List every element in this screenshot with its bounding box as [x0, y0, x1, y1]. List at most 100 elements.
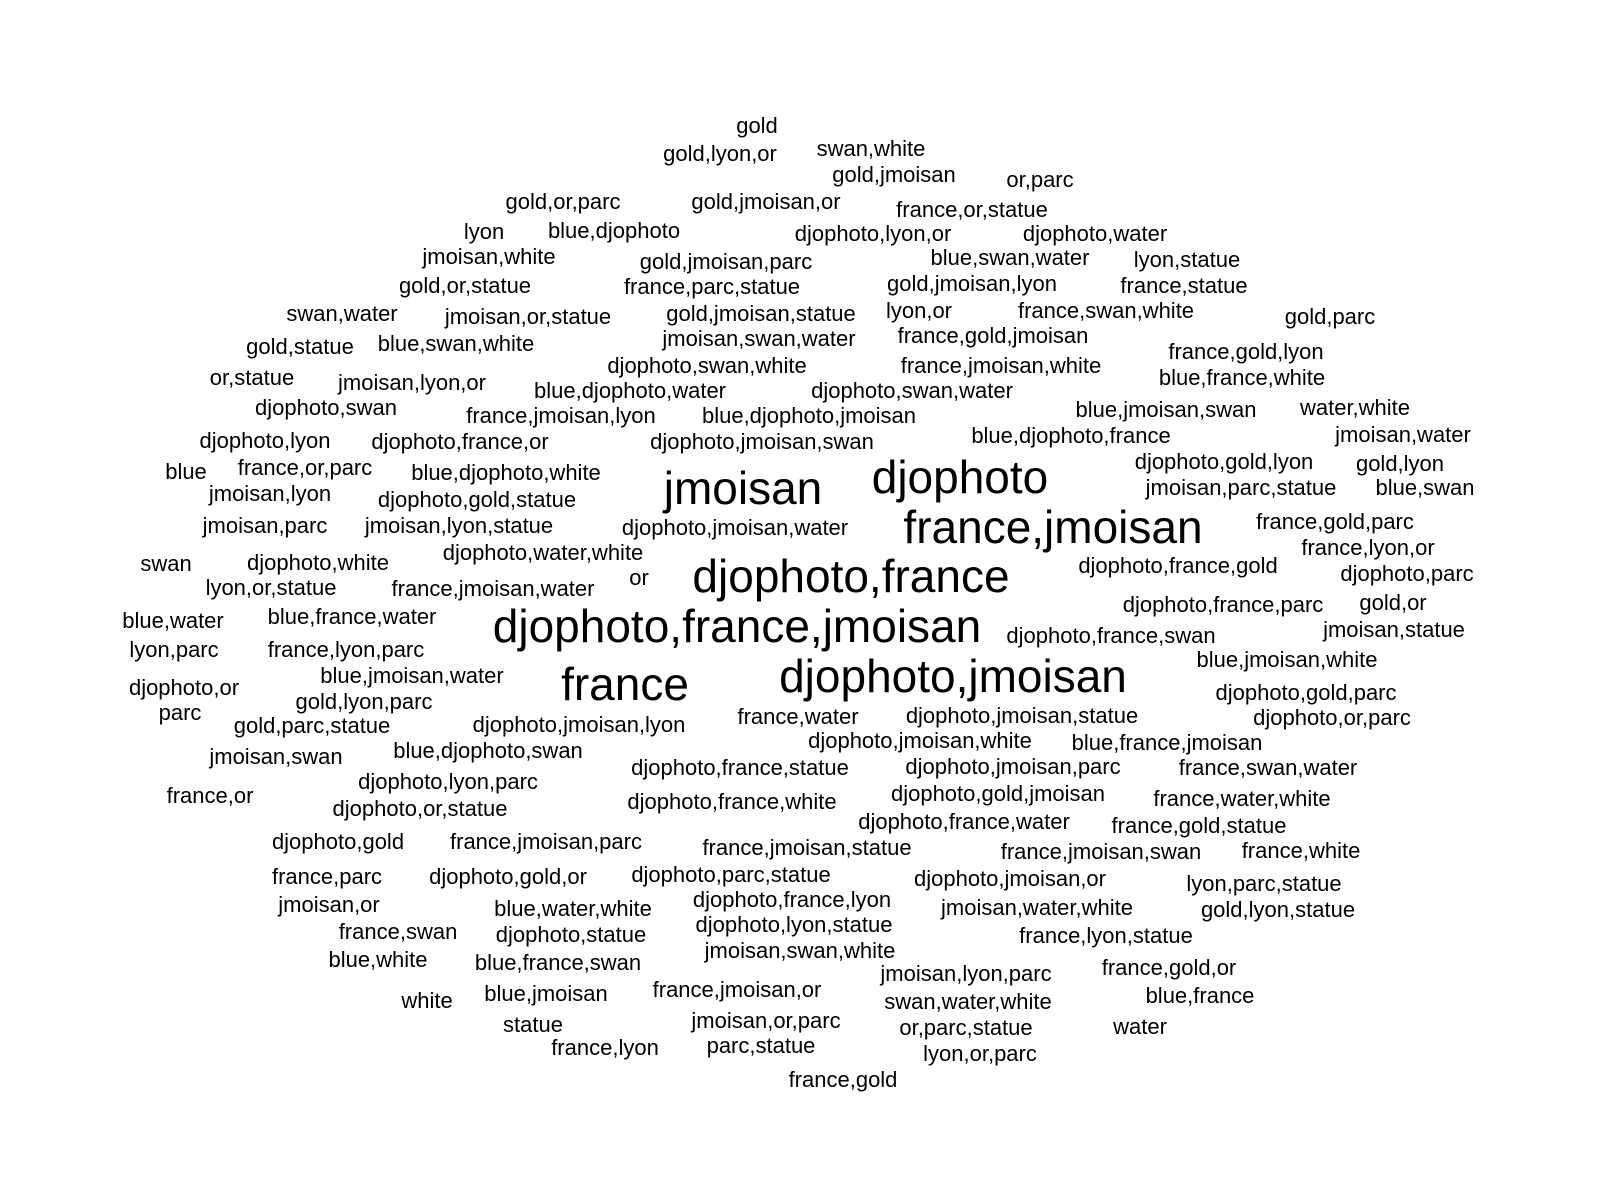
- cloud-word: france,gold,jmoisan: [897, 323, 1089, 348]
- cloud-word: jmoisan,swan,white: [704, 938, 896, 963]
- cloud-word: blue,water,white: [494, 896, 652, 921]
- cloud-word: gold,lyon,statue: [1200, 897, 1356, 922]
- cloud-word: blue,djophoto,swan: [393, 738, 583, 763]
- cloud-word: djophoto,statue: [495, 922, 647, 947]
- cloud-word: gold,lyon,parc: [295, 689, 433, 714]
- cloud-word: djophoto,france,jmoisan: [492, 600, 982, 652]
- cloud-word: djophoto,jmoisan,parc: [905, 754, 1121, 779]
- cloud-word: djophoto,lyon,parc: [358, 769, 538, 794]
- cloud-word: gold,lyon,or: [663, 141, 777, 166]
- cloud-word: blue,swan,white: [377, 331, 535, 356]
- cloud-word: blue,jmoisan,white: [1196, 647, 1378, 672]
- cloud-word: france,parc,statue: [623, 274, 801, 299]
- cloud-word: parc: [158, 700, 202, 725]
- cloud-word: jmoisan,or: [278, 892, 380, 917]
- cloud-word: blue: [165, 459, 207, 484]
- cloud-word: blue,djophoto,white: [411, 460, 601, 485]
- cloud-word: djophoto,swan,water: [811, 378, 1013, 403]
- cloud-word: or,parc,statue: [899, 1015, 1033, 1040]
- cloud-word: djophoto,swan: [255, 395, 397, 420]
- cloud-word: france,statue: [1120, 273, 1248, 298]
- cloud-word: water,white: [1299, 395, 1411, 420]
- cloud-word: jmoisan,parc,statue: [1145, 475, 1337, 500]
- cloud-word: france,lyon: [551, 1035, 659, 1060]
- cloud-word: djophoto: [871, 451, 1049, 503]
- cloud-word: djophoto,france,swan: [1006, 623, 1216, 648]
- cloud-word: france,jmoisan,statue: [702, 835, 912, 860]
- cloud-word: france,or,parc: [237, 455, 373, 480]
- cloud-word: gold: [736, 113, 778, 138]
- cloud-word: djophoto,gold,jmoisan: [890, 781, 1106, 806]
- cloud-word: blue,water: [122, 608, 224, 633]
- cloud-word: blue,france,swan: [474, 950, 642, 975]
- cloud-word: france,gold,parc: [1256, 509, 1414, 534]
- cloud-word: france,or: [166, 783, 254, 808]
- cloud-word: parc,statue: [706, 1033, 816, 1058]
- cloud-word: blue,france,white: [1158, 365, 1326, 390]
- cloud-word: france,gold,lyon: [1168, 339, 1324, 364]
- cloud-word: djophoto,or: [128, 675, 240, 700]
- cloud-word: swan,white: [816, 136, 926, 161]
- cloud-word: lyon,or,parc: [923, 1041, 1037, 1066]
- cloud-word: france,gold,statue: [1111, 813, 1287, 838]
- cloud-word: gold,jmoisan,statue: [666, 301, 856, 326]
- cloud-word: or: [629, 565, 649, 590]
- cloud-word: france,jmoisan,water: [391, 576, 595, 601]
- cloud-word: france,or,statue: [896, 197, 1048, 222]
- cloud-word: france,white: [1241, 838, 1361, 863]
- cloud-word: djophoto,or,parc: [1253, 705, 1411, 730]
- cloud-word: blue,djophoto,france: [971, 423, 1171, 448]
- cloud-word: djophoto,or,statue: [332, 796, 508, 821]
- cloud-word: jmoisan,statue: [1323, 617, 1465, 642]
- cloud-word: france,jmoisan,parc: [450, 829, 642, 854]
- cloud-word: jmoisan,water,white: [941, 895, 1133, 920]
- cloud-word: france,parc: [271, 864, 383, 889]
- cloud-word: water: [1113, 1014, 1167, 1039]
- cloud-word: djophoto,lyon,or: [794, 221, 952, 246]
- cloud-word: gold,or,parc: [505, 189, 621, 214]
- cloud-word: djophoto,jmoisan: [779, 650, 1127, 702]
- cloud-word: djophoto,jmoisan,white: [808, 728, 1032, 753]
- cloud-word: djophoto,gold,statue: [377, 487, 577, 512]
- cloud-word: djophoto,white: [247, 550, 389, 575]
- cloud-word: france,jmoisan,lyon: [466, 403, 656, 428]
- cloud-word: france,jmoisan,swan: [1000, 839, 1202, 864]
- cloud-word: djophoto,france,or: [371, 429, 549, 454]
- cloud-word: gold,parc: [1284, 304, 1376, 329]
- cloud-word: jmoisan,lyon,parc: [880, 961, 1052, 986]
- cloud-word: gold,jmoisan: [832, 162, 956, 187]
- cloud-word: france,jmoisan,or: [652, 977, 822, 1002]
- cloud-word: jmoisan,lyon,or: [338, 370, 486, 395]
- cloud-word: blue,jmoisan,swan: [1075, 397, 1257, 422]
- cloud-word: djophoto,swan,white: [607, 353, 807, 378]
- cloud-word: lyon,parc: [129, 637, 219, 662]
- cloud-word: blue,france: [1145, 983, 1255, 1008]
- cloud-word: blue,swan: [1375, 475, 1475, 500]
- cloud-word: djophoto,parc: [1340, 561, 1474, 586]
- cloud-word: swan: [140, 551, 192, 576]
- cloud-word: swan,water,white: [884, 989, 1052, 1014]
- cloud-word: djophoto,jmoisan,statue: [905, 703, 1139, 728]
- cloud-word: france,lyon,statue: [1019, 923, 1193, 948]
- cloud-word: blue,white: [328, 947, 428, 972]
- cloud-word: djophoto,parc,statue: [631, 862, 831, 887]
- cloud-word: or,statue: [209, 365, 295, 390]
- cloud-word: blue,jmoisan,water: [320, 663, 504, 688]
- cloud-word: jmoisan,swan: [209, 744, 343, 769]
- cloud-word: jmoisan,parc: [202, 513, 328, 538]
- cloud-word: france,water: [737, 704, 859, 729]
- cloud-word: jmoisan,water: [1335, 422, 1471, 447]
- cloud-word: jmoisan,or,parc: [691, 1008, 841, 1033]
- cloud-word: gold,jmoisan,or: [691, 189, 841, 214]
- cloud-word: djophoto,lyon: [199, 428, 331, 453]
- cloud-word: blue,france,water: [267, 604, 437, 629]
- cloud-word: france,lyon,or: [1301, 535, 1435, 560]
- cloud-word: france,gold,or: [1101, 955, 1237, 980]
- cloud-word: swan,water: [286, 301, 398, 326]
- cloud-word: gold,lyon: [1355, 451, 1445, 476]
- cloud-word: djophoto,gold: [271, 829, 405, 854]
- cloud-word: blue,djophoto: [547, 218, 681, 243]
- cloud-word: djophoto,france: [692, 550, 1010, 602]
- cloud-word: djophoto,gold,parc: [1215, 680, 1397, 705]
- cloud-word: blue,france,jmoisan: [1071, 730, 1263, 755]
